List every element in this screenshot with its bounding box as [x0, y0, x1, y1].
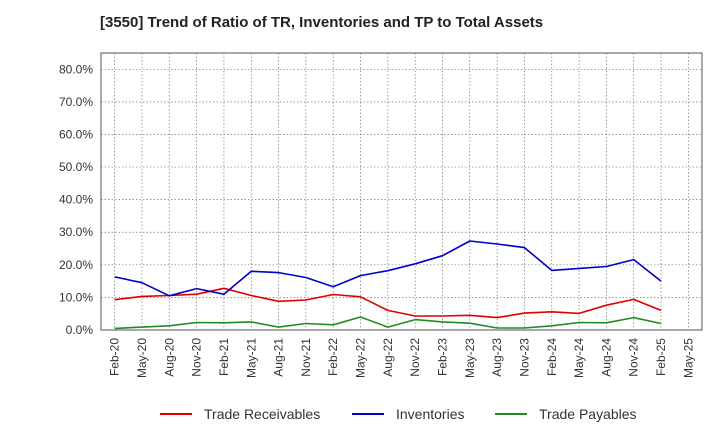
x-tick-label: Feb-25 — [654, 338, 668, 376]
y-tick-label: 30.0% — [59, 225, 93, 239]
x-tick-label: May-23 — [463, 338, 477, 378]
x-tick-label: May-25 — [681, 338, 695, 378]
x-tick-label: Nov-23 — [517, 338, 531, 377]
y-tick-label: 80.0% — [59, 62, 93, 76]
plot-area — [100, 52, 703, 331]
x-tick-label: Aug-21 — [272, 338, 286, 377]
x-tick-label: May-20 — [135, 338, 149, 378]
x-tick-label: May-22 — [354, 338, 368, 378]
x-tick-label: Aug-22 — [381, 338, 395, 377]
x-tick-label: Nov-24 — [627, 338, 641, 377]
legend-label: Trade Receivables — [204, 406, 320, 422]
y-tick-label: 10.0% — [59, 290, 93, 304]
x-tick-label: May-24 — [572, 338, 586, 378]
series-line-inventories — [114, 240, 662, 297]
x-tick-label: Aug-24 — [599, 338, 613, 377]
chart-title: [3550] Trend of Ratio of TR, Inventories… — [100, 14, 544, 31]
x-tick-label: Feb-21 — [217, 338, 231, 376]
y-tick-label: 0.0% — [66, 323, 94, 337]
x-tick-label: May-21 — [244, 338, 258, 378]
legend: Trade Receivables Inventories Trade Payabl… — [160, 406, 637, 422]
x-tick-label: Feb-23 — [435, 338, 449, 376]
series-line-trade-receivables — [114, 287, 662, 319]
y-tick-label: 20.0% — [59, 258, 93, 272]
grid — [101, 53, 702, 330]
x-tick-label: Aug-20 — [162, 338, 176, 377]
x-tick-label: Feb-20 — [108, 338, 122, 376]
x-tick-label: Nov-21 — [299, 338, 313, 377]
x-tick-label: Feb-22 — [326, 338, 340, 376]
x-tick-label: Nov-20 — [190, 338, 204, 377]
y-axis-ticks: 0.0% 10.0% 20.0% 30.0% 40.0% 50.0% 60.0% 70.0% 8… — [59, 62, 93, 337]
y-tick-label: 50.0% — [59, 160, 93, 174]
x-axis-ticks: Feb-20 May-20 Aug-20 Nov-20 Feb-21 May-21 Aug-… — [108, 338, 696, 378]
x-tick-label: Aug-23 — [490, 338, 504, 377]
y-tick-label: 60.0% — [59, 127, 93, 141]
y-tick-label: 70.0% — [59, 95, 93, 109]
x-tick-label: Feb-24 — [545, 338, 559, 376]
x-tick-label: Nov-22 — [408, 338, 422, 377]
series-line-trade-payables — [114, 316, 662, 330]
legend-label: Trade Payables — [539, 406, 637, 422]
series-lines — [114, 240, 662, 330]
y-tick-label: 40.0% — [59, 193, 93, 207]
legend-label: Inventories — [396, 406, 464, 422]
